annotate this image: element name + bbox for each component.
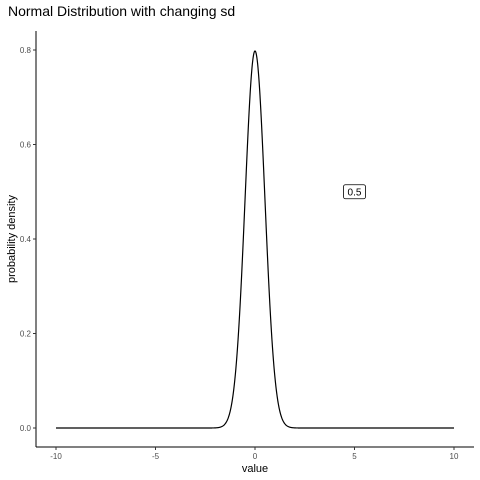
x-axis-title: value <box>242 463 268 475</box>
x-tick-label: -5 <box>152 452 160 461</box>
x-tick-label: -10 <box>50 452 62 461</box>
x-tick-label: 10 <box>450 452 459 461</box>
annotation-box <box>343 184 366 200</box>
y-axis-title: probability density <box>6 194 18 283</box>
annotation-label: 0.5 <box>348 187 362 198</box>
chart-title: Normal Distribution with changing sd <box>8 3 235 19</box>
x-ticks: -10 -5 0 5 10 <box>50 447 459 461</box>
y-tick-label: 0.0 <box>20 424 32 433</box>
series-group <box>56 50 454 429</box>
annotation-group: 0.5 <box>343 184 366 200</box>
x-tick-label: 0 <box>253 452 258 461</box>
y-ticks: 0.0 0.2 0.4 0.6 0.8 <box>20 46 36 433</box>
y-tick-label: 0.4 <box>20 235 32 244</box>
x-tick-label: 5 <box>352 452 357 461</box>
y-tick-label: 0.6 <box>20 141 32 150</box>
y-tick-label: 0.8 <box>20 46 32 55</box>
y-tick-label: 0.2 <box>20 330 32 339</box>
density-line <box>56 50 454 429</box>
